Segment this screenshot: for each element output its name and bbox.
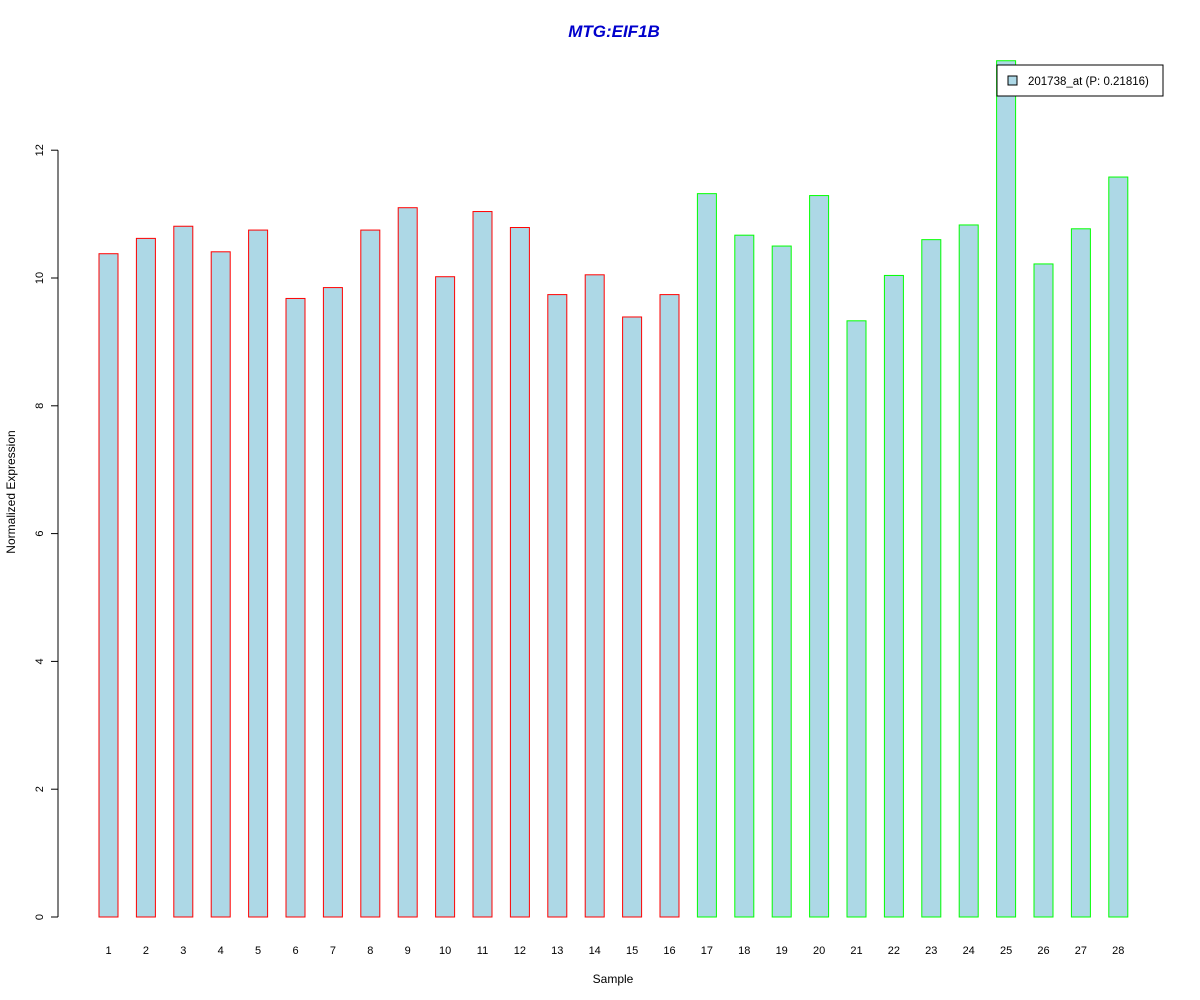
bar: [1033, 263, 1054, 918]
x-tick-label: 9: [405, 945, 411, 957]
bar: [509, 227, 530, 918]
bar: [472, 211, 493, 918]
chart-title: MTG:EIF1B: [568, 22, 660, 41]
x-tick-label: 10: [439, 945, 451, 957]
x-tick-label: 24: [963, 945, 975, 957]
x-tick-label: 16: [663, 945, 675, 957]
y-tick-label: 4: [34, 658, 46, 664]
x-tick-label: 20: [813, 945, 825, 957]
bar: [210, 251, 231, 918]
x-tick-label: 28: [1112, 945, 1124, 957]
bar: [996, 60, 1017, 918]
y-tick-label: 8: [34, 403, 46, 409]
bar: [883, 274, 904, 918]
x-tick-label: 1: [105, 945, 111, 957]
bar: [958, 224, 979, 918]
bar: [771, 245, 792, 918]
x-tick-label: 25: [1000, 945, 1012, 957]
x-tick-label: 26: [1037, 945, 1049, 957]
y-tick-label: 0: [34, 914, 46, 920]
bar: [173, 225, 194, 918]
x-tick-label: 18: [738, 945, 750, 957]
bar: [809, 195, 830, 918]
bar: [547, 294, 568, 918]
bar: [98, 253, 119, 918]
x-tick-label: 3: [180, 945, 186, 957]
y-tick-label: 10: [34, 272, 46, 284]
x-tick-label: 13: [551, 945, 563, 957]
bar: [248, 229, 269, 918]
bar: [397, 207, 418, 918]
legend-swatch: [1007, 75, 1018, 86]
bar: [285, 297, 306, 918]
x-tick-label: 22: [888, 945, 900, 957]
bar: [696, 193, 717, 918]
bar: [622, 316, 643, 918]
y-tick-label: 6: [34, 531, 46, 537]
bar: [1108, 176, 1129, 918]
x-axis-title: Sample: [593, 972, 634, 986]
bar: [322, 287, 343, 918]
legend-box: [996, 64, 1164, 97]
x-tick-label: 23: [925, 945, 937, 957]
y-axis-title: Normalized Expression: [4, 430, 18, 553]
x-tick-label: 15: [626, 945, 638, 957]
bar: [921, 239, 942, 918]
x-tick-label: 27: [1075, 945, 1087, 957]
y-tick-label: 12: [34, 144, 46, 156]
y-axis: 0 2 4 6 8 10 12: [34, 144, 59, 920]
bar: [360, 229, 381, 918]
legend-label: 201738_at (P: 0.21816): [1028, 76, 1149, 88]
x-tick-label: 5: [255, 945, 261, 957]
x-tick-label: 7: [330, 945, 336, 957]
x-tick-label: 17: [701, 945, 713, 957]
x-tick-label: 12: [514, 945, 526, 957]
bar: [846, 320, 867, 918]
x-tick-label: 19: [776, 945, 788, 957]
x-tick-label: 8: [367, 945, 373, 957]
x-tick-label: 4: [218, 945, 224, 957]
bar: [584, 274, 605, 918]
legend: 201738_at (P: 0.21816): [996, 64, 1164, 97]
bar: [135, 237, 156, 918]
x-tick-label: 2: [143, 945, 149, 957]
bar: [1070, 228, 1091, 918]
y-tick-label: 2: [34, 786, 46, 792]
x-tick-label: 14: [589, 945, 601, 957]
bar: [734, 234, 755, 918]
bar: [435, 276, 456, 918]
bars: [98, 60, 1129, 918]
x-tick-label: 21: [850, 945, 862, 957]
x-axis-tick-labels: 1 2 3 4 5 6 7 8 9 10 11 12 13 14 15 16 17 18 19 20 21 22 23 24 2…: [105, 945, 1124, 957]
x-tick-label: 6: [292, 945, 298, 957]
bar: [659, 294, 680, 918]
x-tick-label: 11: [477, 945, 488, 957]
